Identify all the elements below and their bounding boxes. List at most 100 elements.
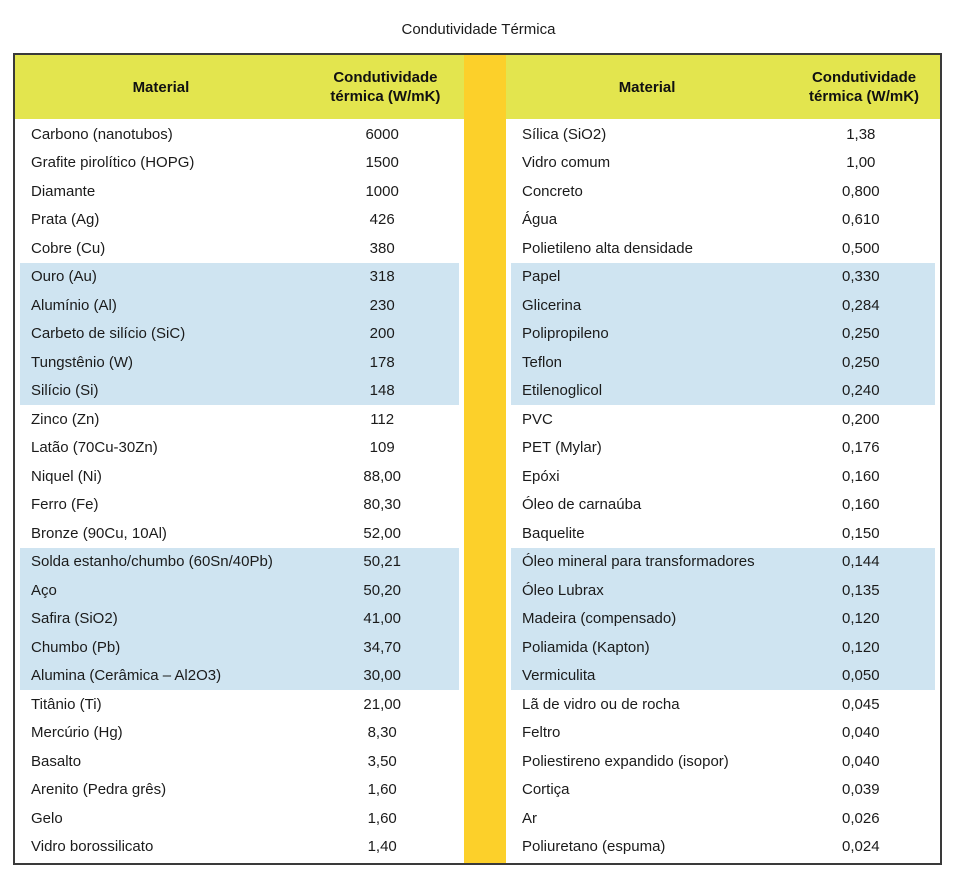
material-cell: Safira (SiO2) xyxy=(31,610,118,628)
value-cell: 148 xyxy=(369,382,395,400)
material-cell: Poliestireno expandido (isopor) xyxy=(522,752,729,770)
thermal-conductivity-table: Material Condutividade térmica (W/mK) Ca… xyxy=(13,53,942,865)
material-cell: Bronze (90Cu, 10Al) xyxy=(31,524,167,542)
value-cell: 1000 xyxy=(365,182,399,200)
value-cell: 0,039 xyxy=(842,781,880,799)
material-cell: Solda estanho/chumbo (60Sn/40Pb) xyxy=(31,553,273,571)
material-cell: Sílica (SiO2) xyxy=(522,125,607,143)
value-cell: 0,160 xyxy=(842,496,880,514)
table-row: Ouro (Au) 318 xyxy=(20,262,459,291)
table-row: Óleo mineral para transformadores 0,144 xyxy=(511,547,935,576)
value-cell: 6000 xyxy=(365,125,399,143)
table-row: Poliuretano (espuma) 0,024 xyxy=(511,833,935,862)
value-cell: 0,330 xyxy=(842,268,880,286)
value-cell: 0,176 xyxy=(842,439,880,457)
value-cell: 80,30 xyxy=(363,496,401,514)
table-row: Poliamida (Kapton) 0,120 xyxy=(511,633,935,662)
table-row: Polipropileno 0,250 xyxy=(511,319,935,348)
conductivity-column-header: Condutividade térmica (W/mK) xyxy=(330,68,441,106)
material-cell: Glicerina xyxy=(522,296,582,314)
right-table-body: Sílica (SiO2) 1,38 Vidro comum 1,00 Concreto… xyxy=(506,119,940,863)
value-cell: 88,00 xyxy=(363,467,401,485)
table-row: Polietileno alta densidade 0,500 xyxy=(511,234,935,263)
table-row: Papel 0,330 xyxy=(511,262,935,291)
table-row: Lã de vidro ou de rocha 0,045 xyxy=(511,690,935,719)
table-row: Feltro 0,040 xyxy=(511,719,935,748)
material-cell: Arenito (Pedra grês) xyxy=(31,781,167,799)
table-row: Ferro (Fe) 80,30 xyxy=(20,491,459,520)
table-row: Prata (Ag) 426 xyxy=(20,206,459,235)
material-cell: Água xyxy=(522,211,558,229)
material-cell: Feltro xyxy=(522,724,561,742)
value-cell: 1,60 xyxy=(367,781,397,799)
material-cell: Ouro (Au) xyxy=(31,268,97,286)
table-row: Água 0,610 xyxy=(511,206,935,235)
value-cell: 30,00 xyxy=(363,667,401,685)
material-cell: Alumínio (Al) xyxy=(31,296,117,314)
material-cell: Vidro comum xyxy=(522,154,611,172)
table-row: Teflon 0,250 xyxy=(511,348,935,377)
table-row: Alumínio (Al) 230 xyxy=(20,291,459,320)
table-row: Silício (Si) 148 xyxy=(20,376,459,405)
value-cell: 200 xyxy=(369,325,395,343)
table-row: Glicerina 0,284 xyxy=(511,291,935,320)
table-row: Tungstênio (W) 178 xyxy=(20,348,459,377)
value-cell: 1,00 xyxy=(846,154,876,172)
value-cell: 0,284 xyxy=(842,296,880,314)
table-row: Carbeto de silício (SiC) 200 xyxy=(20,319,459,348)
table-row: PVC 0,200 xyxy=(511,405,935,434)
table-row: Sílica (SiO2) 1,38 xyxy=(511,120,935,149)
value-cell: 50,20 xyxy=(363,581,401,599)
material-cell: Grafite pirolítico (HOPG) xyxy=(31,154,195,172)
value-cell: 8,30 xyxy=(367,724,397,742)
table-row: PET (Mylar) 0,176 xyxy=(511,434,935,463)
material-cell: Diamante xyxy=(31,182,96,200)
value-cell: 1,60 xyxy=(367,809,397,827)
material-cell: PET (Mylar) xyxy=(522,439,602,457)
table-row: Concreto 0,800 xyxy=(511,177,935,206)
table-row: Gelo 1,60 xyxy=(20,804,459,833)
material-cell: Niquel (Ni) xyxy=(31,467,102,485)
material-cell: Silício (Si) xyxy=(31,382,99,400)
material-column-header: Material xyxy=(132,78,190,96)
material-cell: Vermiculita xyxy=(522,667,596,685)
material-cell: Cortiça xyxy=(522,781,570,799)
value-cell: 0,120 xyxy=(842,610,880,628)
value-cell: 1,40 xyxy=(367,838,397,856)
value-cell: 426 xyxy=(369,211,395,229)
table-row: Bronze (90Cu, 10Al) 52,00 xyxy=(20,519,459,548)
table-row: Solda estanho/chumbo (60Sn/40Pb) 50,21 xyxy=(20,547,459,576)
material-cell: Teflon xyxy=(522,353,563,371)
value-cell: 0,144 xyxy=(842,553,880,571)
value-cell: 0,026 xyxy=(842,809,880,827)
value-cell: 0,135 xyxy=(842,581,880,599)
table-row: Alumina (Cerâmica – Al2O3) 30,00 xyxy=(20,661,459,690)
value-cell: 52,00 xyxy=(363,524,401,542)
left-table-header: Material Condutividade térmica (W/mK) xyxy=(15,55,464,119)
table-row: Etilenoglicol 0,240 xyxy=(511,376,935,405)
material-cell: Alumina (Cerâmica – Al2O3) xyxy=(31,667,222,685)
table-row: Basalto 3,50 xyxy=(20,747,459,776)
table-row: Cobre (Cu) 380 xyxy=(20,234,459,263)
table-row: Titânio (Ti) 21,00 xyxy=(20,690,459,719)
value-cell: 0,250 xyxy=(842,325,880,343)
material-cell: Basalto xyxy=(31,752,82,770)
table-row: Madeira (compensado) 0,120 xyxy=(511,604,935,633)
table-row: Óleo de carnaúba 0,160 xyxy=(511,491,935,520)
left-table-body: Carbono (nanotubos) 6000 Grafite pirolític… xyxy=(15,119,464,863)
value-cell: 112 xyxy=(370,410,395,428)
table-row: Ar 0,026 xyxy=(511,804,935,833)
material-cell: Zinco (Zn) xyxy=(31,410,100,428)
value-cell: 0,050 xyxy=(842,667,880,685)
value-cell: 318 xyxy=(369,268,395,286)
value-cell: 0,160 xyxy=(842,467,880,485)
material-cell: Lã de vidro ou de rocha xyxy=(522,695,680,713)
material-cell: Óleo Lubrax xyxy=(522,581,604,599)
value-cell: 380 xyxy=(369,239,395,257)
table-row: Safira (SiO2) 41,00 xyxy=(20,604,459,633)
material-cell: Ar xyxy=(522,809,537,827)
value-cell: 109 xyxy=(369,439,395,457)
material-cell: Prata (Ag) xyxy=(31,211,100,229)
material-column-header: Material xyxy=(618,78,676,96)
table-row: Vidro comum 1,00 xyxy=(511,149,935,178)
